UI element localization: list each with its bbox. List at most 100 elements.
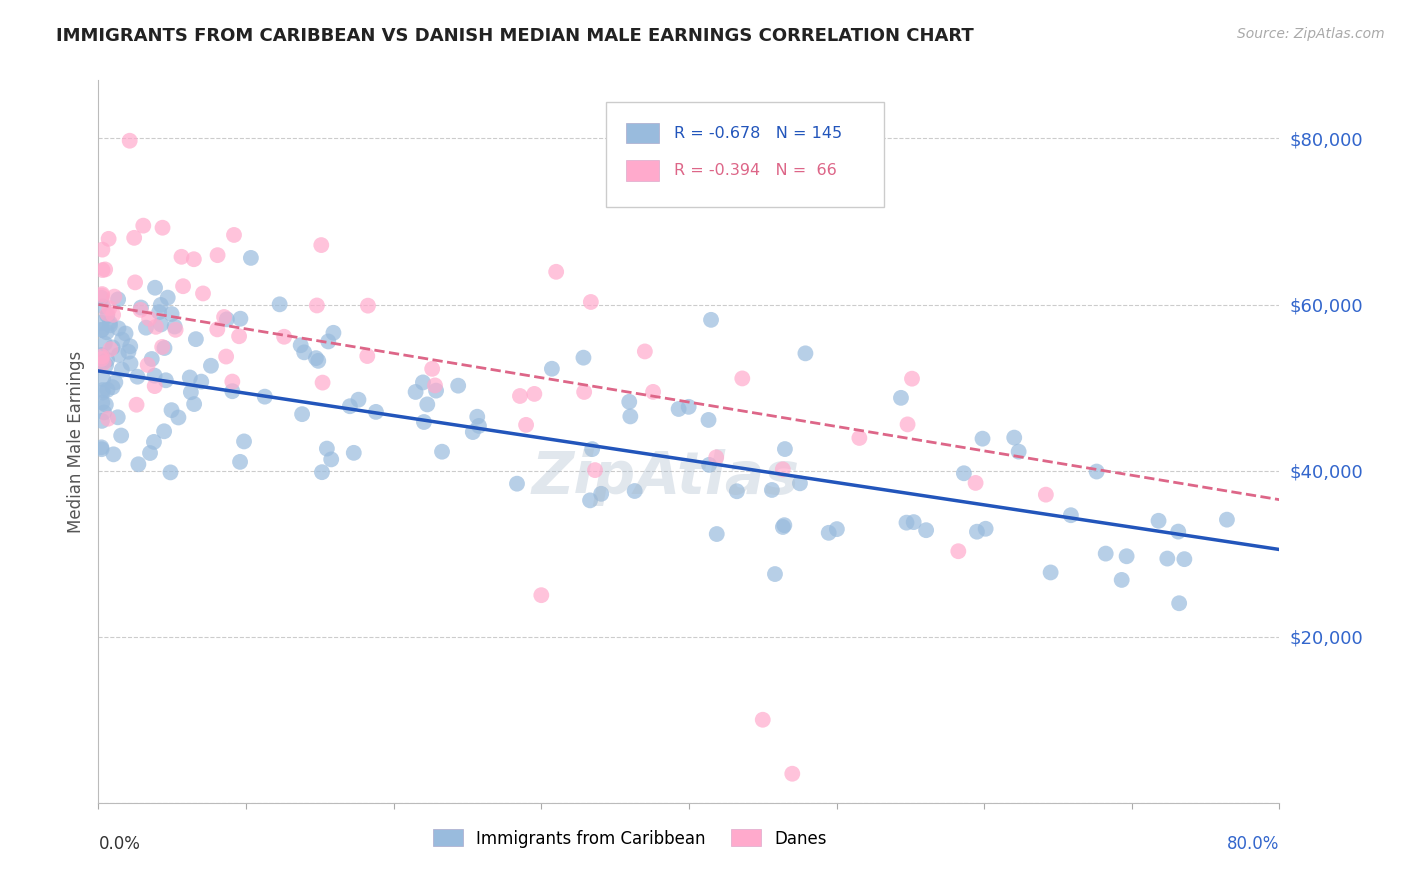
Point: [229, 455, 252, 469]
Point: [94, 262, 117, 277]
Point: [291, 407, 314, 421]
Point: [91, 372, 114, 386]
Point: [149, 298, 172, 312]
Point: [523, 387, 546, 401]
Point: [307, 354, 329, 368]
Text: 80.0%: 80.0%: [1227, 835, 1279, 854]
Point: [773, 518, 796, 533]
Point: [149, 318, 172, 332]
Point: [416, 397, 439, 411]
Y-axis label: Median Male Earnings: Median Male Earnings: [66, 351, 84, 533]
Point: [94, 358, 117, 372]
Text: R = -0.678   N = 145: R = -0.678 N = 145: [673, 126, 842, 141]
Point: [125, 398, 148, 412]
Point: [153, 341, 176, 355]
Point: [91, 243, 114, 257]
Text: R = -0.394   N =  66: R = -0.394 N = 66: [673, 163, 837, 178]
Point: [316, 334, 339, 349]
Point: [114, 326, 136, 341]
Point: [93, 405, 115, 419]
Point: [972, 432, 994, 446]
Point: [100, 343, 122, 357]
Point: [572, 351, 595, 365]
Point: [96, 383, 118, 397]
Point: [143, 368, 166, 383]
Point: [90, 351, 112, 366]
Point: [761, 483, 783, 497]
Point: [155, 373, 177, 387]
Point: [91, 383, 114, 397]
Point: [583, 463, 606, 477]
Point: [322, 326, 344, 340]
Point: [215, 350, 238, 364]
Point: [101, 380, 124, 394]
Point: [138, 311, 160, 326]
Point: [311, 465, 333, 479]
Point: [191, 286, 214, 301]
Point: [413, 415, 436, 429]
Point: [184, 332, 207, 346]
Point: [117, 344, 139, 359]
Point: [172, 279, 194, 293]
Point: [290, 338, 312, 352]
Point: [948, 544, 970, 558]
Point: [90, 323, 112, 337]
Point: [90, 291, 112, 305]
Point: [167, 410, 190, 425]
Point: [579, 493, 602, 508]
Point: [965, 475, 987, 490]
Point: [347, 392, 370, 407]
Point: [343, 446, 366, 460]
Point: [127, 457, 149, 471]
Point: [890, 391, 912, 405]
Point: [156, 291, 179, 305]
Point: [101, 340, 124, 354]
Point: [110, 428, 132, 442]
Point: [357, 299, 380, 313]
Point: [91, 395, 114, 409]
Point: [339, 399, 361, 413]
Text: 0.0%: 0.0%: [98, 835, 141, 854]
Point: [222, 227, 245, 242]
Point: [605, 139, 627, 153]
Point: [233, 434, 256, 449]
Point: [143, 379, 166, 393]
Point: [96, 352, 118, 367]
Point: [1168, 596, 1191, 610]
Point: [207, 322, 229, 336]
Point: [91, 287, 114, 301]
Point: [782, 766, 804, 780]
Point: [127, 369, 149, 384]
Point: [700, 313, 723, 327]
Point: [817, 525, 839, 540]
Point: [447, 378, 470, 392]
Point: [1156, 551, 1178, 566]
Point: [430, 444, 453, 458]
Point: [706, 527, 728, 541]
Point: [356, 349, 378, 363]
Point: [200, 359, 222, 373]
Point: [148, 305, 170, 319]
Point: [772, 462, 794, 476]
Point: [530, 588, 553, 602]
Point: [103, 290, 125, 304]
Point: [107, 321, 129, 335]
Point: [150, 340, 173, 354]
Point: [122, 231, 145, 245]
Point: [98, 316, 121, 330]
Point: [619, 409, 641, 424]
Point: [1039, 566, 1062, 580]
Point: [789, 476, 811, 491]
Point: [1147, 514, 1170, 528]
Point: [546, 265, 568, 279]
Point: [96, 309, 118, 323]
Point: [229, 311, 252, 326]
Point: [425, 384, 447, 398]
Point: [581, 442, 603, 456]
Point: [572, 384, 595, 399]
Point: [179, 370, 201, 384]
Point: [129, 302, 152, 317]
Point: [763, 567, 786, 582]
Point: [772, 520, 794, 534]
Point: [364, 405, 387, 419]
